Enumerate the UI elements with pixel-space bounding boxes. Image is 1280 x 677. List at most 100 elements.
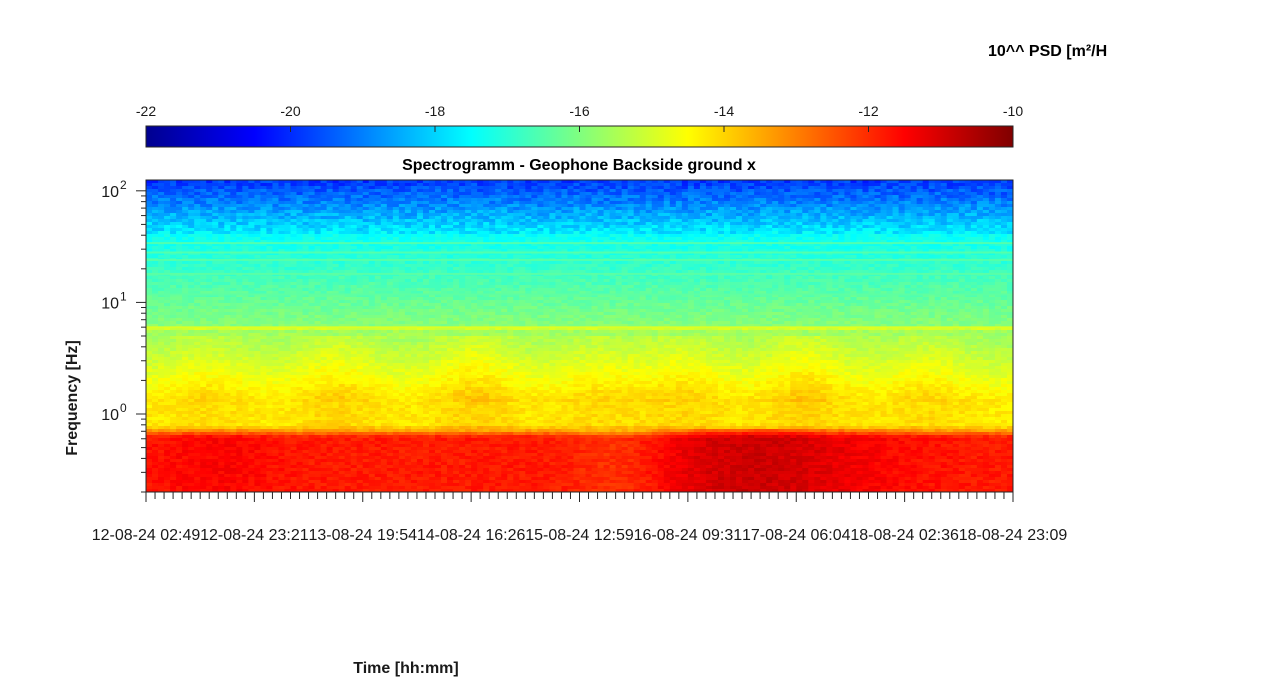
heatmap-cell (699, 210, 707, 214)
heatmap-cell (669, 180, 677, 184)
heatmap-cell (687, 213, 695, 217)
heatmap-cell (940, 201, 948, 205)
heatmap-cell (356, 180, 364, 184)
heatmap-cell (585, 201, 593, 205)
heatmap-cell (308, 216, 316, 220)
heatmap-cell (820, 186, 827, 190)
heatmap-cell (459, 192, 466, 196)
heatmap-cell (284, 189, 292, 193)
heatmap-cell (471, 189, 478, 193)
heatmap-cell (711, 210, 719, 214)
heatmap-cell (886, 210, 894, 214)
heatmap-cell (242, 183, 249, 187)
heatmap-cell (266, 195, 274, 199)
heatmap-cell (736, 204, 743, 208)
heatmap-cell (693, 195, 701, 199)
heatmap-cell (537, 216, 544, 220)
heatmap-cell (796, 204, 803, 208)
heatmap-cell (880, 195, 888, 199)
heatmap-cell (820, 213, 827, 217)
heatmap-cell (591, 192, 599, 196)
heatmap-cell (651, 189, 659, 193)
heatmap-cell (170, 183, 177, 187)
heatmap-cell (531, 195, 538, 199)
heatmap-cell (410, 201, 418, 205)
heatmap-cell (338, 180, 346, 184)
heatmap-cell (748, 204, 755, 208)
heatmap-cell (410, 216, 418, 220)
heatmap-cell (453, 210, 460, 214)
heatmap-cell (164, 192, 171, 196)
heatmap-cell (146, 198, 153, 202)
heatmap-cell (555, 204, 563, 208)
heatmap-cell (736, 207, 743, 211)
heatmap-cell (146, 213, 153, 217)
heatmap-cell (693, 204, 701, 208)
heatmap-cell (826, 186, 833, 190)
heatmap-cell (230, 204, 237, 208)
heatmap-cell (742, 213, 749, 217)
heatmap-cell (368, 213, 376, 217)
heatmap-cell (940, 198, 948, 202)
heatmap-cell (242, 180, 249, 184)
heatmap-cell (916, 189, 924, 193)
heatmap-cell (742, 201, 749, 205)
heatmap-cell (272, 198, 280, 202)
heatmap-cell (874, 180, 882, 184)
heatmap-cell (778, 186, 785, 190)
heatmap-cell (320, 207, 328, 211)
heatmap-cell (663, 201, 671, 205)
heatmap-cell (513, 186, 520, 190)
heatmap-cell (326, 192, 334, 196)
heatmap-cell (549, 195, 557, 199)
heatmap-cell (621, 183, 629, 187)
heatmap-cell (724, 204, 731, 208)
heatmap-cell (1006, 201, 1013, 205)
heatmap-cell (681, 180, 689, 184)
heatmap-cell (687, 183, 695, 187)
heatmap-cell (838, 195, 846, 199)
heatmap-cell (284, 192, 292, 196)
heatmap-cell (675, 195, 683, 199)
heatmap-cell (802, 192, 809, 196)
heatmap-cell (314, 198, 322, 202)
heatmap-cell (416, 213, 424, 217)
heatmap-cell (603, 189, 611, 193)
heatmap-cell (633, 195, 641, 199)
heatmap-cell (320, 216, 328, 220)
heatmap-cell (435, 189, 442, 193)
heatmap-cell (332, 210, 340, 214)
heatmap-cell (164, 180, 171, 184)
heatmap-cell (224, 210, 231, 214)
heatmap-cell (296, 210, 304, 214)
heatmap-cell (561, 210, 569, 214)
heatmap-cell (242, 201, 249, 205)
heatmap-cell (934, 213, 942, 217)
heatmap-cell (260, 207, 268, 211)
heatmap-cell (711, 195, 719, 199)
heatmap-cell (802, 180, 809, 184)
heatmap-cell (459, 189, 466, 193)
heatmap-cell (826, 204, 833, 208)
heatmap-cell (844, 204, 852, 208)
heatmap-cell (483, 180, 490, 184)
heatmap-cell (296, 204, 304, 208)
heatmap-cell (218, 195, 225, 199)
heatmap-cell (158, 180, 165, 184)
heatmap-cell (537, 180, 544, 184)
heatmap-cell (681, 201, 689, 205)
heatmap-cell (633, 210, 641, 214)
heatmap-cell (946, 186, 954, 190)
heatmap-cell (724, 201, 731, 205)
heatmap-cell (501, 189, 508, 193)
heatmap-cell (814, 207, 821, 211)
heatmap-cell (585, 189, 593, 193)
heatmap-cell (844, 201, 852, 205)
heatmap-cell (194, 216, 201, 220)
heatmap-cell (441, 216, 448, 220)
heatmap-cell (266, 210, 274, 214)
heatmap-cell (519, 204, 526, 208)
heatmap-cell (675, 198, 683, 202)
heatmap-cell (814, 186, 821, 190)
heatmap-cell (784, 189, 791, 193)
